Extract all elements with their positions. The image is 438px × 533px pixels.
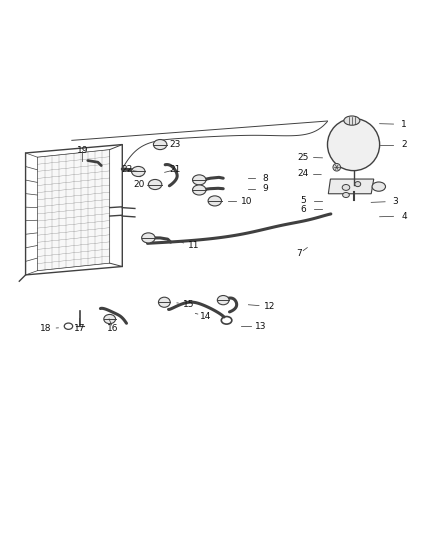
Ellipse shape [344, 116, 360, 125]
Text: 7: 7 [296, 249, 302, 259]
Text: 4: 4 [401, 212, 407, 221]
Text: 23: 23 [169, 140, 180, 149]
Text: 1: 1 [401, 120, 407, 129]
Text: 2: 2 [401, 140, 407, 149]
Text: 16: 16 [107, 324, 119, 333]
Text: 11: 11 [188, 241, 200, 250]
Ellipse shape [208, 196, 222, 206]
Ellipse shape [372, 182, 385, 191]
Circle shape [328, 118, 380, 171]
Text: 9: 9 [262, 184, 268, 193]
Ellipse shape [104, 314, 116, 324]
Text: 5: 5 [300, 196, 306, 205]
Text: 22: 22 [121, 165, 132, 174]
Text: 8: 8 [262, 174, 268, 183]
Ellipse shape [193, 185, 206, 195]
Ellipse shape [217, 295, 229, 305]
Ellipse shape [131, 166, 145, 176]
Polygon shape [328, 179, 374, 194]
Text: 6: 6 [300, 205, 306, 214]
Ellipse shape [343, 192, 350, 198]
Text: 17: 17 [74, 324, 85, 333]
Ellipse shape [342, 184, 350, 190]
Text: 3: 3 [393, 197, 399, 206]
Text: 24: 24 [297, 169, 309, 179]
Text: 18: 18 [40, 324, 52, 333]
Text: 15: 15 [183, 300, 194, 309]
Text: 12: 12 [264, 302, 275, 311]
Text: 21: 21 [169, 165, 180, 174]
Text: 25: 25 [297, 152, 309, 161]
Ellipse shape [153, 140, 167, 150]
Ellipse shape [355, 182, 361, 187]
Ellipse shape [141, 233, 155, 243]
Text: 10: 10 [240, 197, 252, 206]
Text: 13: 13 [255, 322, 267, 330]
Ellipse shape [148, 180, 162, 190]
Text: 14: 14 [200, 312, 211, 321]
Ellipse shape [333, 164, 340, 171]
Ellipse shape [159, 297, 170, 308]
Polygon shape [37, 150, 110, 271]
Text: 19: 19 [77, 146, 88, 155]
Text: 20: 20 [134, 180, 145, 189]
Ellipse shape [193, 175, 206, 185]
